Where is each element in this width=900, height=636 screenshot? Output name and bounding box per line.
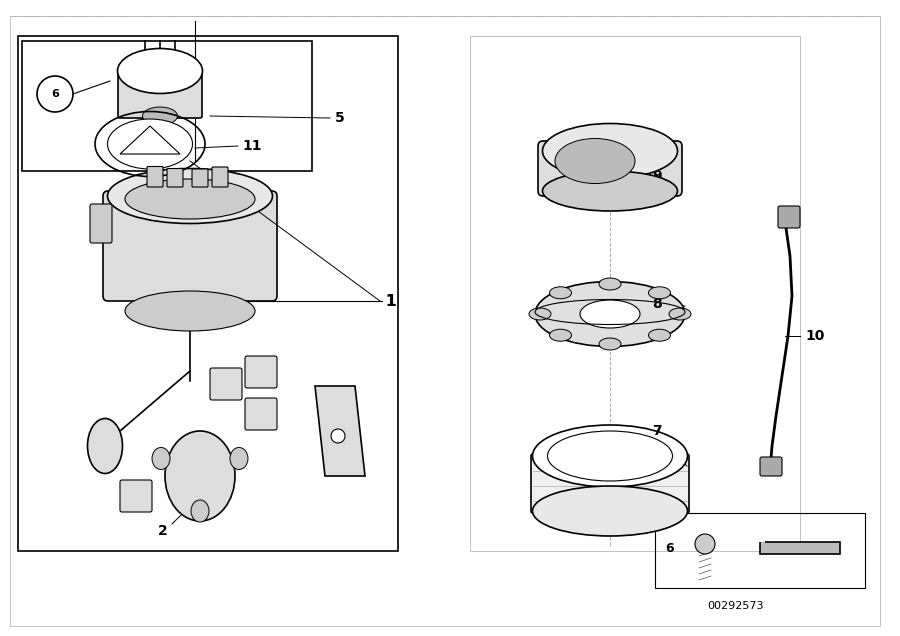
Ellipse shape [550,287,572,299]
Text: 3: 3 [135,491,145,505]
FancyBboxPatch shape [538,141,682,196]
Ellipse shape [580,300,640,328]
Ellipse shape [125,179,255,219]
Ellipse shape [118,48,202,93]
Text: 10: 10 [805,329,824,343]
Text: 11: 11 [242,139,262,153]
FancyBboxPatch shape [103,191,277,301]
Bar [655,513,865,588]
Circle shape [331,429,345,443]
Text: 1: 1 [385,293,395,308]
Ellipse shape [533,425,688,487]
Ellipse shape [142,107,177,125]
Ellipse shape [533,486,688,536]
Ellipse shape [125,291,255,331]
Text: 3: 3 [262,409,272,423]
FancyBboxPatch shape [120,480,152,512]
Ellipse shape [550,329,572,341]
Polygon shape [315,386,365,476]
FancyBboxPatch shape [90,204,112,243]
Ellipse shape [152,448,170,469]
Circle shape [37,76,73,112]
Text: 2: 2 [158,524,167,538]
Text: 1: 1 [385,293,395,308]
Ellipse shape [191,500,209,522]
Ellipse shape [543,123,678,179]
FancyBboxPatch shape [210,368,242,400]
Polygon shape [760,542,840,554]
Ellipse shape [529,308,551,320]
FancyBboxPatch shape [192,169,208,187]
FancyBboxPatch shape [245,398,277,430]
FancyBboxPatch shape [167,169,183,187]
Ellipse shape [649,287,670,299]
Text: 3: 3 [222,377,231,391]
Text: 7: 7 [652,424,662,438]
Ellipse shape [87,418,122,473]
Ellipse shape [599,338,621,350]
FancyBboxPatch shape [118,69,202,118]
Ellipse shape [535,282,685,347]
FancyBboxPatch shape [778,206,800,228]
Ellipse shape [107,119,193,169]
FancyBboxPatch shape [212,167,228,187]
FancyBboxPatch shape [760,457,782,476]
Text: 5: 5 [335,111,345,125]
Bar [18,36,398,551]
Bar [470,36,800,551]
Text: 9: 9 [652,169,662,183]
FancyBboxPatch shape [147,167,163,187]
Ellipse shape [543,171,678,211]
Ellipse shape [649,329,670,341]
Text: 8: 8 [652,297,662,311]
Text: 6: 6 [665,543,673,555]
Text: 00292573: 00292573 [706,601,763,611]
Text: 3: 3 [262,367,272,381]
Text: 4: 4 [335,419,345,433]
FancyBboxPatch shape [531,454,689,513]
Text: 6: 6 [51,89,59,99]
Circle shape [695,534,715,554]
Bar [22,41,312,171]
Ellipse shape [230,448,248,469]
Ellipse shape [669,308,691,320]
Ellipse shape [107,169,273,223]
FancyBboxPatch shape [245,356,277,388]
Ellipse shape [547,431,672,481]
Ellipse shape [555,139,635,184]
Ellipse shape [165,431,235,521]
Ellipse shape [599,278,621,290]
